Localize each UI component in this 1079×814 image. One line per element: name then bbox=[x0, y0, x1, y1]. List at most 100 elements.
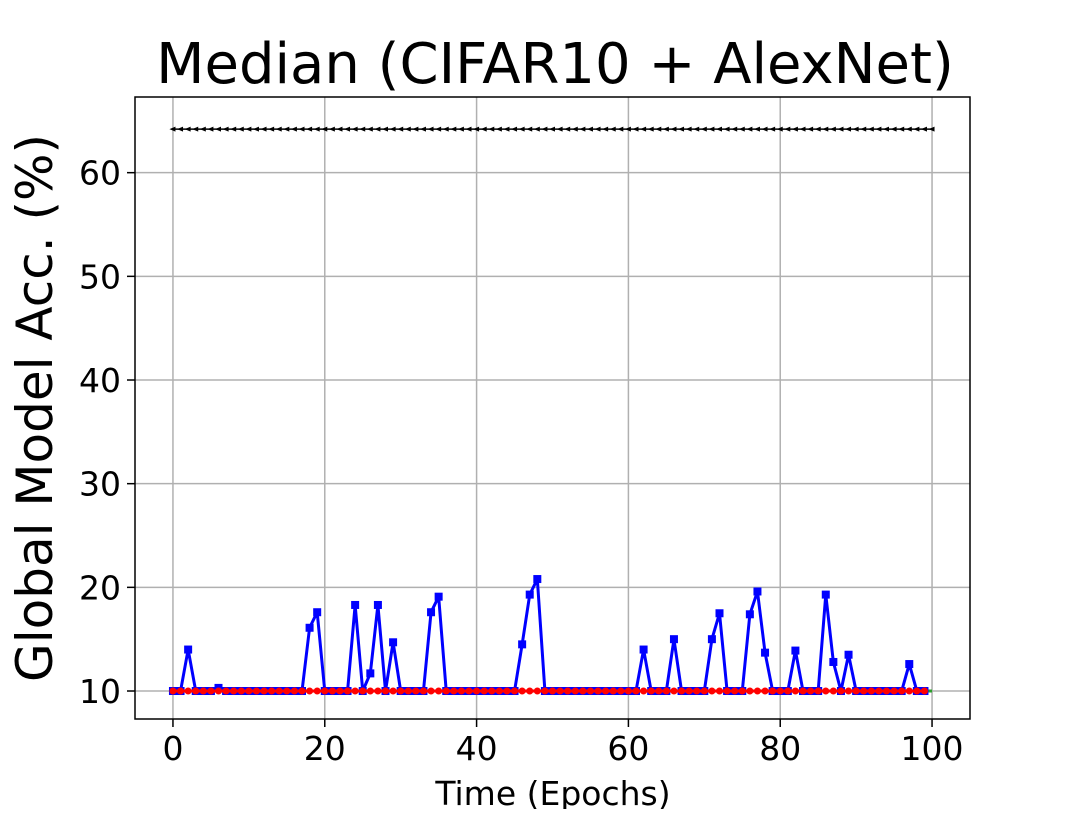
data-point bbox=[845, 687, 853, 695]
data-point bbox=[807, 687, 815, 695]
data-point bbox=[374, 126, 381, 132]
data-point bbox=[776, 687, 784, 695]
data-point bbox=[533, 575, 542, 584]
data-point bbox=[298, 126, 305, 132]
data-point bbox=[397, 126, 404, 132]
data-point bbox=[670, 687, 678, 695]
data-point bbox=[351, 687, 359, 695]
data-point bbox=[245, 687, 253, 695]
data-point bbox=[313, 608, 322, 617]
data-point bbox=[252, 687, 260, 695]
y-tick-label: 30 bbox=[79, 465, 121, 504]
data-point bbox=[389, 687, 397, 695]
data-point bbox=[306, 126, 313, 132]
data-point bbox=[678, 126, 685, 132]
data-point bbox=[169, 126, 176, 132]
data-point bbox=[321, 687, 329, 695]
data-point bbox=[571, 126, 578, 132]
data-point bbox=[860, 687, 868, 695]
series-2 bbox=[169, 687, 928, 695]
data-point bbox=[647, 687, 655, 695]
data-point bbox=[564, 687, 572, 695]
data-point bbox=[602, 126, 609, 132]
data-point bbox=[799, 687, 807, 695]
data-point bbox=[389, 126, 396, 132]
data-point bbox=[526, 687, 534, 695]
grid-lines bbox=[135, 97, 970, 719]
plot-frame bbox=[134, 96, 971, 720]
data-point bbox=[397, 687, 405, 695]
data-point bbox=[708, 126, 715, 132]
data-point bbox=[753, 587, 762, 596]
data-point bbox=[678, 687, 686, 695]
data-point bbox=[230, 126, 237, 132]
data-point bbox=[883, 126, 889, 132]
data-point bbox=[473, 687, 481, 695]
data-point bbox=[328, 687, 336, 695]
data-point bbox=[898, 687, 906, 695]
data-point bbox=[495, 687, 503, 695]
data-point bbox=[382, 687, 389, 695]
data-point bbox=[928, 126, 935, 132]
data-point bbox=[761, 126, 768, 132]
data-point bbox=[245, 126, 252, 132]
data-point bbox=[184, 126, 191, 132]
data-point bbox=[776, 126, 783, 132]
data-point bbox=[784, 687, 792, 695]
data-point bbox=[586, 126, 593, 132]
data-point bbox=[298, 687, 306, 695]
data-point bbox=[526, 126, 533, 132]
data-point bbox=[655, 126, 662, 132]
data-point bbox=[647, 126, 654, 132]
data-point bbox=[511, 687, 519, 695]
data-point bbox=[177, 687, 185, 695]
data-point bbox=[419, 687, 427, 695]
data-point bbox=[662, 126, 669, 132]
data-point bbox=[419, 126, 426, 132]
data-point bbox=[716, 687, 723, 695]
data-point bbox=[791, 646, 800, 655]
data-point bbox=[344, 687, 352, 695]
data-point bbox=[662, 687, 670, 695]
data-point bbox=[579, 687, 587, 695]
data-point bbox=[382, 126, 388, 132]
data-point bbox=[700, 126, 707, 132]
data-point bbox=[769, 687, 777, 695]
data-point bbox=[321, 126, 328, 132]
data-point bbox=[283, 126, 290, 132]
data-point bbox=[199, 126, 206, 132]
data-point bbox=[207, 687, 215, 695]
data-point bbox=[366, 669, 375, 678]
data-point bbox=[237, 126, 244, 132]
data-point bbox=[306, 687, 314, 695]
data-point bbox=[389, 638, 398, 647]
axis-ticks: 0 20 40 60 80 100 10 20 30 40 50 60 bbox=[79, 154, 964, 768]
data-point bbox=[920, 126, 927, 132]
data-point bbox=[655, 687, 663, 695]
data-point bbox=[784, 126, 791, 132]
data-point bbox=[495, 126, 502, 132]
data-point bbox=[852, 687, 860, 695]
data-point bbox=[669, 635, 678, 644]
data-point bbox=[252, 126, 259, 132]
series-layer bbox=[168, 126, 935, 696]
data-point bbox=[450, 687, 458, 695]
data-point bbox=[359, 126, 366, 132]
data-point bbox=[898, 126, 905, 132]
data-point bbox=[731, 687, 739, 695]
data-point bbox=[829, 687, 837, 695]
data-point bbox=[275, 126, 282, 132]
data-point bbox=[913, 687, 921, 695]
data-point bbox=[670, 126, 677, 132]
x-tick-label: 60 bbox=[607, 729, 649, 768]
data-point bbox=[814, 126, 821, 132]
data-point bbox=[328, 126, 335, 132]
data-point bbox=[275, 687, 283, 695]
data-point bbox=[373, 600, 382, 609]
data-point bbox=[761, 687, 769, 695]
data-point bbox=[875, 126, 882, 132]
data-point bbox=[731, 126, 738, 132]
data-point bbox=[435, 687, 443, 695]
